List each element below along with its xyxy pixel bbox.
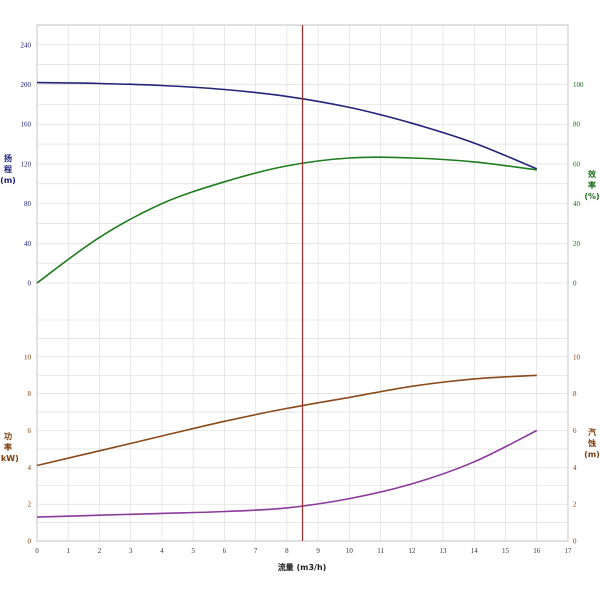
x-tick-label: 12 [408,547,416,555]
x-tick-label: 1 [66,547,70,555]
series-line-top-left [36,81,538,170]
y-tick-label-top-left: 200 [21,81,32,89]
y-tick-label-top-right: 20 [573,240,581,248]
axis-title-top-left: 扬 [4,153,12,163]
y-tick-label-bottom-right: 2 [573,501,577,509]
series-lines [36,81,538,518]
y-tick-label-top-left: 80 [24,200,32,208]
y-tick-label-bottom-right: 6 [573,427,577,435]
axis-title-top-right: 效 [588,169,596,179]
x-tick-label: 3 [129,547,133,555]
axis-title-top-right: 率 [588,180,596,190]
y-tick-label-top-left: 240 [21,41,32,49]
y-tick-label-bottom-right: 10 [573,353,581,361]
axis-title-bottom-left: (kW) [0,454,19,463]
y-tick-label-bottom-right: 8 [573,390,577,398]
x-tick-label: 2 [98,547,102,555]
x-tick-label: 6 [223,547,227,555]
y-tick-label-bottom-left: 2 [28,501,32,509]
x-tick-label: 0 [35,547,39,555]
x-tick-label: 5 [191,547,195,555]
y-tick-label-top-right: 0 [573,280,577,288]
x-tick-label: 16 [533,547,541,555]
y-tick-label-top-right: 60 [573,160,581,168]
axis-titles: 扬程(m)效率(%)功率(kW)汽蚀(m)流量 (m3/h) [0,153,600,572]
y-tick-label-top-right: 40 [573,200,581,208]
y-tick-label-top-left: 0 [28,280,32,288]
y-tick-label-bottom-left: 0 [28,538,32,546]
axis-title-bottom-left: 率 [4,442,12,452]
series-line-bottom-right [36,429,538,518]
y-tick-label-top-right: 100 [573,81,584,89]
y-tick-label-bottom-right: 4 [573,464,577,472]
y-tick-label-top-left: 120 [21,160,32,168]
y-tick-label-bottom-left: 4 [28,464,32,472]
axis-title-bottom-right: (m) [584,450,600,459]
x-tick-label: 11 [377,547,384,555]
y-tick-label-bottom-left: 8 [28,390,32,398]
x-tick-label: 14 [471,547,479,555]
x-tick-label: 13 [440,547,448,555]
x-axis-title: 流量 (m3/h) [278,562,327,572]
x-tick-label: 10 [346,547,354,555]
x-tick-label: 7 [254,547,258,555]
axis-title-bottom-right: 汽 [588,427,596,437]
axis-title-bottom-left: 功 [4,431,12,441]
y-tick-label-bottom-left: 10 [24,353,32,361]
axis-title-top-left: 程 [4,164,12,174]
tick-labels: 0 1 2 3 4 5 6 7 8 9 10 11 12 13 14 15 16 1704080120160200… [21,41,585,555]
axis-title-top-left: (m) [0,176,16,185]
y-tick-label-top-left: 40 [24,240,32,248]
axis-title-top-right: (%) [584,192,599,201]
y-tick-label-bottom-left: 6 [28,427,32,435]
series-line-bottom-left [36,374,537,467]
x-tick-label: 15 [502,547,510,555]
y-tick-label-top-right: 80 [573,121,581,129]
x-tick-label: 8 [285,547,289,555]
y-tick-label-top-left: 160 [21,121,32,129]
x-tick-label: 4 [160,547,164,555]
y-tick-label-bottom-right: 0 [573,538,577,546]
x-tick-label: 9 [316,547,320,555]
series-line-top-right [36,156,537,284]
axis-title-bottom-right: 蚀 [587,438,596,448]
x-tick-label: 17 [565,547,573,555]
